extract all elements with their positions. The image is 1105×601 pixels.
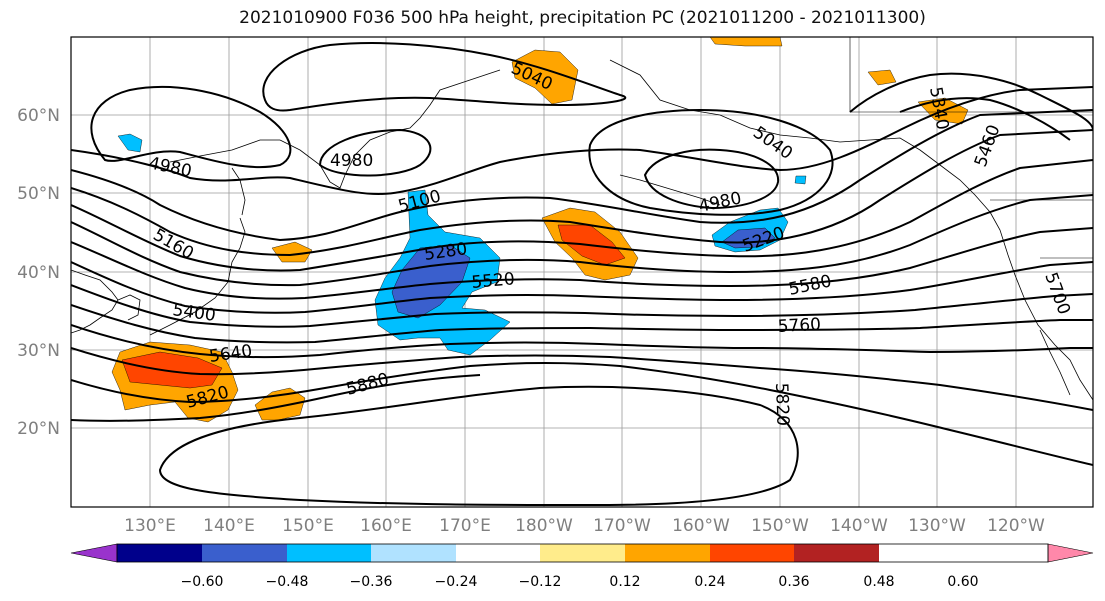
pos-region-top (709, 37, 783, 47)
colorbar-segment (794, 544, 879, 562)
pos-region-japan-small2 (271, 241, 313, 263)
ridge-ak (849, 72, 1093, 131)
colorbar-segment (371, 544, 456, 562)
lat-label: 60°N (17, 106, 60, 126)
colorbar-segment (710, 544, 794, 562)
lon-label: 140°W (830, 516, 888, 536)
neg-region-kamchatka (117, 133, 143, 153)
colorbar: −0.60 −0.48 −0.36 −0.24 −0.12 0.12 0.24 … (70, 543, 1094, 590)
lat-label: 50°N (17, 184, 60, 204)
colorbar-segment (202, 544, 287, 562)
lat-label: 40°N (17, 263, 60, 283)
coast-sakhalin (231, 167, 246, 216)
lon-label: 130°E (124, 516, 176, 536)
ridge-ak2 (899, 97, 1071, 141)
neg-region-small (794, 175, 807, 185)
coast-baja (1039, 329, 1071, 396)
colorbar-segment (456, 544, 540, 562)
low-east-inner (643, 148, 780, 210)
map-title: 2021010900 F036 500 hPa height, precipit… (239, 8, 926, 28)
colorbar-tick-label: 0.36 (778, 574, 809, 590)
coast-alaska (609, 59, 991, 213)
colorbar-segment (117, 544, 202, 562)
low-west (90, 85, 292, 169)
colorbar-segment (540, 544, 625, 562)
lon-label: 130°W (908, 516, 966, 536)
low-central-ring (318, 128, 432, 177)
lon-label: 150°E (282, 516, 334, 536)
latitude-labels: 60°N 50°N 40°N 30°N 20°N (17, 106, 60, 439)
colorbar-tick-label: 0.24 (694, 574, 725, 590)
lon-label: 180°W (515, 516, 573, 536)
lon-label: 160°W (672, 516, 730, 536)
lon-label: 120°W (987, 516, 1045, 536)
coastlines (71, 59, 1093, 401)
colorbar-tick-label: −0.36 (350, 574, 393, 590)
lon-label: 160°E (360, 516, 412, 536)
colorbar-tick-label: −0.24 (435, 574, 478, 590)
coast-korea (117, 294, 141, 321)
colorbar-right-extend (1047, 543, 1094, 563)
lat-label: 30°N (17, 341, 60, 361)
contour-label: 5760 (777, 315, 821, 337)
contour-label: 5520 (471, 269, 516, 293)
lat-label: 20°N (17, 419, 60, 439)
colorbar-tick-label: 0.12 (609, 574, 640, 590)
lon-label: 150°W (751, 516, 809, 536)
colorbar-segment (287, 544, 371, 562)
coast-kamchatka (279, 69, 501, 189)
low-east-outer (588, 108, 834, 216)
low-bering-ring (262, 42, 627, 112)
colorbar-tick-label: 0.60 (947, 574, 978, 590)
coast-na (989, 211, 1093, 401)
colorbar-tick-label: −0.48 (266, 574, 309, 590)
colorbar-tick-label: 0.48 (863, 574, 894, 590)
contour-label: 4980 (330, 151, 373, 171)
contour-label: 5820 (771, 382, 792, 426)
lon-label: 140°E (203, 516, 255, 536)
colorbar-left-extend (70, 543, 118, 563)
pos-region-alaska1 (867, 69, 897, 86)
coast-okhotsk (169, 139, 280, 163)
coast-aleutians (619, 174, 721, 206)
lon-label: 170°E (439, 516, 491, 536)
colorbar-segment (625, 544, 710, 562)
colorbar-tick-label: −0.60 (181, 574, 224, 590)
colorbar-outline (116, 543, 1049, 563)
height-contours (71, 42, 1093, 507)
pos-region-japan-core (121, 351, 223, 389)
colorbar-tick-label: −0.12 (519, 574, 562, 590)
lon-label: 170°W (593, 516, 651, 536)
map-frame (70, 36, 1094, 508)
longitude-labels: 130°E 140°E 150°E 160°E 170°E 180°W 170°… (124, 516, 1045, 536)
coast-asia (71, 269, 119, 334)
